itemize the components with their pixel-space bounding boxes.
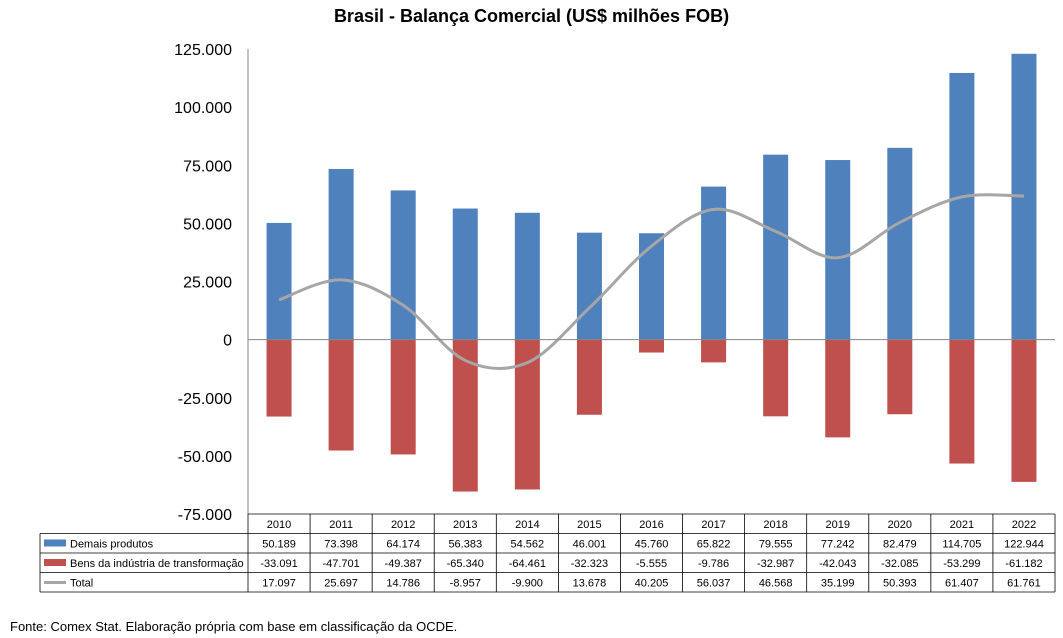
data-label: -9.786 bbox=[698, 558, 729, 570]
bar bbox=[576, 339, 602, 415]
data-label: 64.174 bbox=[386, 539, 420, 551]
bar bbox=[452, 208, 478, 340]
bar bbox=[639, 339, 664, 353]
bar bbox=[825, 160, 851, 340]
data-label: 50.189 bbox=[262, 539, 296, 551]
data-label: 14.786 bbox=[386, 578, 420, 590]
data-label: -64.461 bbox=[509, 558, 546, 570]
y-tick-label: 0 bbox=[223, 333, 232, 350]
bar bbox=[390, 339, 416, 455]
data-label: -8.957 bbox=[450, 578, 481, 590]
data-label: 13.678 bbox=[573, 578, 607, 590]
data-label: 61.407 bbox=[945, 578, 979, 590]
data-label: 73.398 bbox=[324, 539, 358, 551]
data-label: 40.205 bbox=[635, 578, 669, 590]
y-tick-label: -50.000 bbox=[178, 449, 232, 466]
data-label: 17.097 bbox=[262, 578, 296, 590]
x-tick-label: 2022 bbox=[1012, 519, 1036, 531]
data-label: -32.085 bbox=[881, 558, 918, 570]
x-tick-label: 2014 bbox=[515, 519, 539, 531]
bar bbox=[639, 233, 664, 340]
data-label: 122.944 bbox=[1004, 539, 1044, 551]
data-label: -47.701 bbox=[322, 558, 359, 570]
y-tick-label: 50.000 bbox=[183, 216, 232, 233]
y-tick-label: -75.000 bbox=[178, 507, 232, 524]
x-tick-label: 2016 bbox=[639, 519, 663, 531]
bar bbox=[949, 339, 975, 464]
data-label: 79.555 bbox=[759, 539, 793, 551]
x-tick-label: 2012 bbox=[391, 519, 415, 531]
legend-key bbox=[44, 559, 66, 566]
y-tick-label: 75.000 bbox=[183, 158, 232, 175]
bar bbox=[701, 339, 727, 363]
y-tick-label: 25.000 bbox=[183, 275, 232, 292]
data-label: 82.479 bbox=[883, 539, 917, 551]
y-tick-label: 125.000 bbox=[174, 42, 232, 59]
bar bbox=[1011, 339, 1037, 482]
source-note: Fonte: Comex Stat. Elaboração própria co… bbox=[10, 619, 458, 634]
x-tick-label: 2020 bbox=[888, 519, 912, 531]
data-label: 114.705 bbox=[942, 539, 981, 551]
data-label: 45.760 bbox=[635, 539, 669, 551]
data-label: 61.761 bbox=[1007, 578, 1041, 590]
legend-label: Demais produtos bbox=[70, 539, 154, 551]
x-tick-label: 2015 bbox=[577, 519, 601, 531]
data-label: 25.697 bbox=[324, 578, 358, 590]
y-tick-label: 100.000 bbox=[174, 100, 232, 117]
bar bbox=[763, 154, 789, 340]
bar bbox=[576, 232, 602, 340]
data-label: 35.199 bbox=[821, 578, 855, 590]
x-tick-label: 2018 bbox=[763, 519, 787, 531]
data-label: -33.091 bbox=[260, 558, 297, 570]
bar bbox=[887, 147, 913, 340]
data-label: -32.323 bbox=[571, 558, 608, 570]
data-label: -65.340 bbox=[447, 558, 484, 570]
data-label: -5.555 bbox=[636, 558, 667, 570]
legend-key bbox=[44, 539, 66, 547]
x-tick-label: 2019 bbox=[825, 519, 849, 531]
data-label: 46.568 bbox=[759, 578, 793, 590]
data-label: -49.387 bbox=[385, 558, 422, 570]
bar bbox=[763, 339, 789, 417]
bar bbox=[328, 168, 354, 340]
data-label: 46.001 bbox=[573, 539, 607, 551]
bar bbox=[514, 212, 540, 340]
data-label: -53.299 bbox=[943, 558, 980, 570]
chart-title: Brasil - Balança Comercial (US$ milhões … bbox=[333, 6, 730, 26]
data-label: 56.383 bbox=[448, 539, 482, 551]
y-tick-label: -25.000 bbox=[178, 391, 232, 408]
x-tick-label: 2021 bbox=[950, 519, 974, 531]
bar bbox=[887, 339, 913, 415]
data-label: 56.037 bbox=[697, 578, 731, 590]
bar bbox=[266, 339, 292, 417]
legend-label: Total bbox=[70, 578, 93, 590]
x-tick-label: 2011 bbox=[329, 519, 353, 531]
legend-label: Bens da indústria de transformação bbox=[70, 558, 244, 570]
bar bbox=[949, 72, 975, 340]
bar bbox=[390, 190, 416, 340]
x-tick-label: 2013 bbox=[453, 519, 477, 531]
bar bbox=[328, 339, 354, 451]
bar bbox=[266, 222, 292, 340]
data-label: 50.393 bbox=[883, 578, 917, 590]
x-tick-label: 2010 bbox=[267, 519, 291, 531]
data-label: -32.987 bbox=[757, 558, 794, 570]
data-label: -9.900 bbox=[512, 578, 543, 590]
x-tick-label: 2017 bbox=[701, 519, 725, 531]
data-label: 77.242 bbox=[821, 539, 855, 551]
data-label: -42.043 bbox=[819, 558, 856, 570]
data-label: 65.822 bbox=[697, 539, 731, 551]
data-label: 54.562 bbox=[511, 539, 545, 551]
data-label: -61.182 bbox=[1005, 558, 1042, 570]
bar bbox=[825, 339, 851, 438]
